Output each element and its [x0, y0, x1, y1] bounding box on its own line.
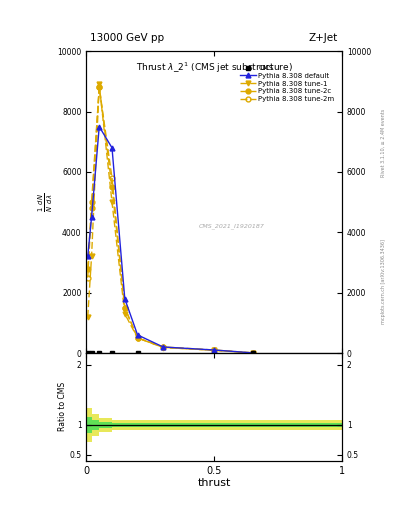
Pythia 8.308 tune-2c	[110, 184, 114, 190]
Pythia 8.308 default	[135, 332, 140, 338]
Text: Rivet 3.1.10, ≥ 2.4M events: Rivet 3.1.10, ≥ 2.4M events	[381, 109, 386, 178]
CMS	[97, 350, 101, 356]
Pythia 8.308 tune-2c	[97, 84, 101, 91]
Pythia 8.308 tune-2m	[212, 347, 217, 353]
Pythia 8.308 default	[85, 253, 90, 260]
Pythia 8.308 default	[97, 123, 101, 130]
Y-axis label: $\frac{1}{N}\,\frac{dN}{d\lambda}$: $\frac{1}{N}\,\frac{dN}{d\lambda}$	[36, 193, 55, 212]
Pythia 8.308 tune-1	[250, 350, 255, 356]
CMS	[89, 350, 94, 356]
Pythia 8.308 default	[110, 145, 114, 151]
Pythia 8.308 tune-1	[85, 314, 90, 320]
Pythia 8.308 default	[212, 347, 217, 353]
Line: Pythia 8.308 default: Pythia 8.308 default	[85, 124, 255, 355]
Pythia 8.308 tune-2m	[161, 344, 165, 350]
Pythia 8.308 tune-2m	[135, 335, 140, 341]
CMS	[85, 350, 90, 356]
Pythia 8.308 tune-2c	[135, 335, 140, 341]
Pythia 8.308 tune-2c	[89, 199, 94, 205]
Line: Pythia 8.308 tune-2c: Pythia 8.308 tune-2c	[85, 85, 255, 355]
Text: mcplots.cern.ch [arXiv:1306.3436]: mcplots.cern.ch [arXiv:1306.3436]	[381, 239, 386, 324]
Text: Z+Jet: Z+Jet	[309, 33, 338, 43]
Pythia 8.308 tune-2m	[250, 350, 255, 356]
Pythia 8.308 tune-2c	[161, 344, 165, 350]
Pythia 8.308 default	[250, 350, 255, 356]
Pythia 8.308 tune-2m	[110, 175, 114, 181]
Legend: CMS, Pythia 8.308 default, Pythia 8.308 tune-1, Pythia 8.308 tune-2c, Pythia 8.3: CMS, Pythia 8.308 default, Pythia 8.308 …	[239, 63, 336, 103]
Line: Pythia 8.308 tune-2m: Pythia 8.308 tune-2m	[85, 85, 255, 355]
Pythia 8.308 tune-2m	[97, 84, 101, 91]
Y-axis label: Ratio to CMS: Ratio to CMS	[58, 382, 67, 432]
Pythia 8.308 tune-2c	[123, 305, 127, 311]
Pythia 8.308 tune-2m	[89, 205, 94, 211]
Text: Thrust $\lambda\_2^1$ (CMS jet substructure): Thrust $\lambda\_2^1$ (CMS jet substruct…	[136, 60, 293, 75]
Line: Pythia 8.308 tune-1: Pythia 8.308 tune-1	[85, 82, 255, 355]
Pythia 8.308 default	[123, 295, 127, 302]
Text: 13000 GeV pp: 13000 GeV pp	[90, 33, 165, 43]
CMS	[135, 350, 140, 356]
Pythia 8.308 tune-2m	[123, 305, 127, 311]
Pythia 8.308 tune-2c	[85, 265, 90, 271]
CMS	[110, 350, 114, 356]
Pythia 8.308 tune-1	[97, 81, 101, 88]
X-axis label: thrust: thrust	[198, 478, 231, 488]
Pythia 8.308 tune-2c	[250, 350, 255, 356]
Pythia 8.308 tune-1	[89, 253, 94, 260]
CMS	[250, 350, 255, 356]
Pythia 8.308 tune-2c	[212, 347, 217, 353]
Pythia 8.308 tune-1	[212, 347, 217, 353]
Line: CMS: CMS	[85, 351, 255, 355]
Pythia 8.308 tune-2m	[85, 274, 90, 281]
Pythia 8.308 default	[89, 214, 94, 220]
Text: CMS_2021_I1920187: CMS_2021_I1920187	[199, 223, 265, 229]
Pythia 8.308 tune-1	[123, 311, 127, 317]
Pythia 8.308 tune-1	[135, 335, 140, 341]
Pythia 8.308 tune-1	[110, 199, 114, 205]
Pythia 8.308 tune-1	[161, 345, 165, 351]
Pythia 8.308 default	[161, 344, 165, 350]
